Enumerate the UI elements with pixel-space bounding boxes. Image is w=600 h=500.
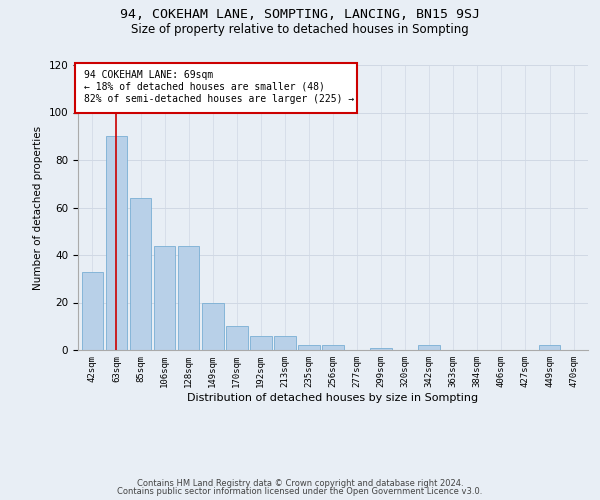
Text: 94 COKEHAM LANE: 69sqm: 94 COKEHAM LANE: 69sqm: [84, 70, 213, 80]
Text: Size of property relative to detached houses in Sompting: Size of property relative to detached ho…: [131, 22, 469, 36]
Text: ← 18% of detached houses are smaller (48): ← 18% of detached houses are smaller (48…: [84, 82, 325, 92]
Bar: [250, 336, 272, 350]
Text: Contains HM Land Registry data © Crown copyright and database right 2024.: Contains HM Land Registry data © Crown c…: [137, 478, 463, 488]
Bar: [82, 272, 103, 350]
Bar: [418, 346, 440, 350]
Bar: [130, 198, 151, 350]
Text: Contains public sector information licensed under the Open Government Licence v3: Contains public sector information licen…: [118, 487, 482, 496]
Bar: [106, 136, 127, 350]
Bar: [226, 326, 248, 350]
Text: 94, COKEHAM LANE, SOMPTING, LANCING, BN15 9SJ: 94, COKEHAM LANE, SOMPTING, LANCING, BN1…: [120, 8, 480, 20]
Bar: [539, 346, 560, 350]
Bar: [322, 346, 344, 350]
Bar: [370, 348, 392, 350]
X-axis label: Distribution of detached houses by size in Sompting: Distribution of detached houses by size …: [187, 392, 479, 402]
Y-axis label: Number of detached properties: Number of detached properties: [33, 126, 43, 290]
Bar: [154, 246, 175, 350]
Bar: [178, 246, 199, 350]
Bar: [274, 336, 296, 350]
Text: 82% of semi-detached houses are larger (225) →: 82% of semi-detached houses are larger (…: [84, 94, 354, 104]
Bar: [202, 302, 224, 350]
Bar: [298, 346, 320, 350]
